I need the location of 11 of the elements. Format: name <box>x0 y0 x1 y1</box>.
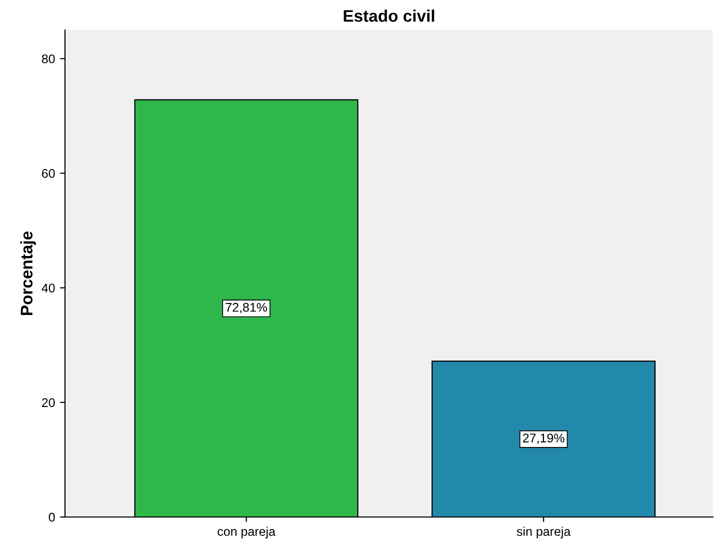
data-label: 72,81% <box>226 302 268 314</box>
x-tick-label: con pareja <box>218 526 276 538</box>
data-label: 27,19% <box>523 434 564 444</box>
y-tick-label: 0 <box>48 512 55 522</box>
x-tick-label: sin pareja <box>516 526 571 538</box>
chart-title: Estado civil <box>344 10 434 22</box>
y-tick-label: 80 <box>42 54 55 64</box>
y-tick-label: 20 <box>42 398 55 408</box>
y-tick-label: 40 <box>42 284 55 292</box>
y-axis-title: Porcentaje <box>20 231 36 315</box>
y-tick-label: 60 <box>42 169 55 178</box>
